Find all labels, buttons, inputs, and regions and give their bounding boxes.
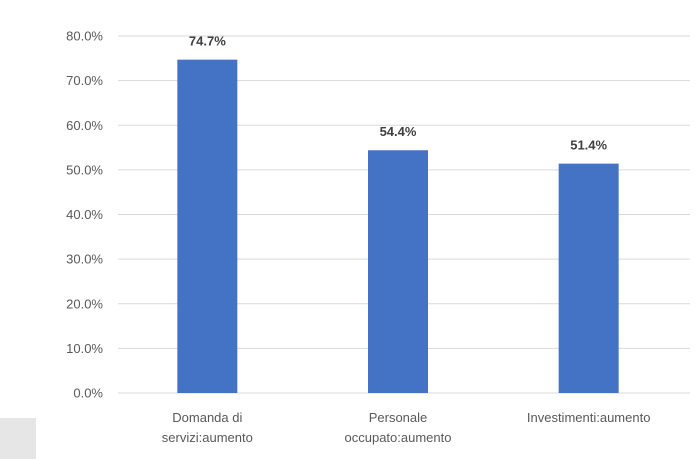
category-label-line: Investimenti:aumento bbox=[527, 410, 651, 425]
data-label: 54.4% bbox=[380, 124, 417, 139]
y-tick-label: 20.0% bbox=[66, 296, 103, 311]
category-label-line: Personale bbox=[369, 410, 428, 425]
y-tick-label: 40.0% bbox=[66, 207, 103, 222]
y-tick-label: 0.0% bbox=[73, 386, 103, 401]
category-label: Domanda di servizi:aumento bbox=[162, 410, 253, 445]
bar bbox=[177, 59, 238, 394]
y-tick-label: 60.0% bbox=[66, 118, 103, 133]
y-axis-ticks: 0.0% 10.0% 20.0% 30.0% 40.0% 50.0% 60.0% 70.0% 8… bbox=[66, 29, 103, 401]
y-tick-label: 50.0% bbox=[66, 162, 103, 177]
page-edge bbox=[0, 418, 36, 459]
data-labels: 74.7% 54.4% 51.4% bbox=[189, 34, 608, 153]
y-tick-label: 30.0% bbox=[66, 252, 103, 267]
data-label: 74.7% bbox=[189, 34, 226, 49]
bars bbox=[177, 59, 619, 394]
bar bbox=[558, 163, 619, 393]
bar bbox=[368, 150, 428, 393]
category-label: Investimenti:aumento bbox=[527, 410, 651, 425]
category-label-line: servizi:aumento bbox=[162, 430, 253, 445]
data-label: 51.4% bbox=[570, 138, 607, 153]
y-tick-label: 80.0% bbox=[66, 29, 103, 44]
y-tick-label: 10.0% bbox=[66, 341, 103, 356]
category-label-line: occupato:aumento bbox=[345, 430, 452, 445]
y-tick-label: 70.0% bbox=[66, 73, 103, 88]
category-label: Personale occupato:aumento bbox=[345, 410, 452, 445]
x-axis-categories: Domanda di servizi:aumento Personale occupa… bbox=[162, 410, 651, 445]
category-label-line: Domanda di bbox=[172, 410, 242, 425]
